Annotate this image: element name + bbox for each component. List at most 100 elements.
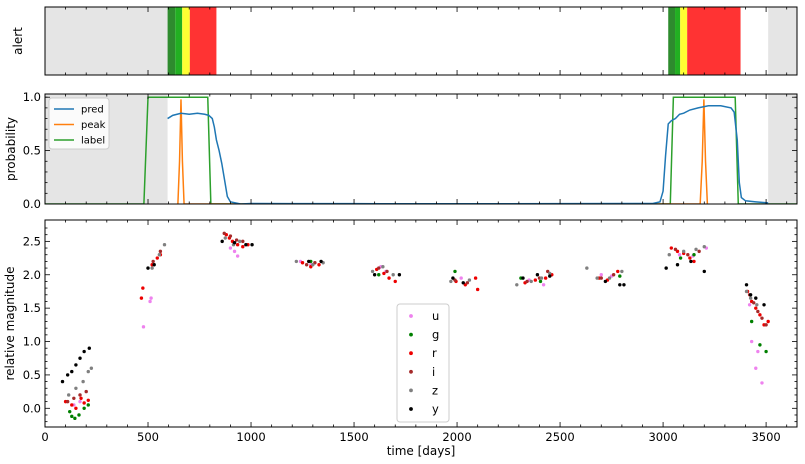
- data-point-i: [465, 281, 470, 285]
- data-point-y: [74, 363, 78, 367]
- axes-frame: [44, 93, 798, 205]
- data-point-g: [764, 349, 768, 354]
- data-point-y: [535, 273, 540, 277]
- data-point-i: [72, 396, 76, 400]
- alert-segment: [675, 7, 681, 75]
- data-point-z: [74, 386, 78, 390]
- x-tick-label: 2500: [545, 430, 574, 444]
- data-point-r: [688, 256, 692, 260]
- data-point-g: [70, 414, 74, 419]
- data-point-i: [78, 393, 82, 397]
- data-point-y: [397, 273, 402, 277]
- y-tick-label: 0.0: [23, 197, 41, 211]
- data-point-u: [747, 303, 752, 307]
- data-point-i: [697, 249, 701, 254]
- data-point-y: [146, 266, 150, 270]
- data-point-u: [756, 349, 760, 354]
- data-point-y: [220, 239, 224, 244]
- data-point-i: [525, 279, 529, 284]
- data-point-z: [515, 283, 519, 287]
- data-point-i: [234, 238, 239, 242]
- data-point-z: [238, 239, 242, 244]
- masked-region: [768, 7, 797, 75]
- x-tick-label: 3000: [648, 430, 677, 444]
- data-point-r: [758, 313, 762, 317]
- alert-segment: [680, 7, 688, 75]
- data-point-g: [758, 343, 762, 347]
- data-point-r: [139, 296, 144, 300]
- data-point-z: [607, 276, 612, 280]
- masked-region: [45, 7, 168, 75]
- legend-label-y: y: [432, 402, 439, 416]
- data-point-g: [77, 413, 81, 417]
- x-tick-label: 3500: [751, 430, 780, 444]
- data-point-i: [241, 239, 245, 244]
- data-point-z: [89, 366, 94, 370]
- data-point-g: [377, 273, 381, 277]
- data-point-y: [87, 346, 92, 350]
- data-point-g: [692, 253, 696, 257]
- data-point-r: [692, 259, 696, 264]
- x-axis-title: time [days]: [387, 444, 456, 458]
- data-point-r: [235, 243, 240, 247]
- data-point-r: [475, 287, 480, 292]
- x-tick-label: 0: [41, 430, 48, 444]
- data-point-i: [760, 316, 764, 320]
- data-point-z: [702, 245, 706, 249]
- legend-label-peak: peak: [81, 120, 106, 131]
- data-point-r: [79, 396, 83, 400]
- data-point-y: [65, 373, 70, 377]
- data-point-z: [81, 379, 85, 384]
- legend-box: [48, 97, 110, 150]
- data-point-z: [748, 296, 753, 300]
- alert-panel: alert: [11, 6, 798, 76]
- data-point-g: [86, 403, 90, 407]
- data-point-y: [762, 303, 766, 307]
- data-point-u: [149, 296, 153, 300]
- data-point-y: [521, 276, 525, 280]
- axes-frame: [44, 219, 798, 428]
- data-point-z: [66, 393, 71, 397]
- data-point-i: [599, 276, 603, 280]
- data-point-y: [744, 283, 749, 287]
- data-point-u: [148, 299, 152, 304]
- data-point-r: [70, 403, 74, 407]
- data-point-i: [158, 249, 163, 254]
- alert-segment: [182, 7, 190, 75]
- data-point-u: [235, 254, 240, 258]
- data-point-y: [461, 281, 465, 285]
- data-point-u: [749, 339, 754, 344]
- data-point-y: [689, 259, 693, 264]
- data-point-z: [595, 276, 599, 280]
- data-point-g: [82, 406, 86, 410]
- data-point-z: [381, 265, 385, 269]
- data-point-i: [84, 389, 88, 394]
- data-point-z: [467, 278, 472, 282]
- legend-label-z: z: [432, 383, 438, 397]
- data-point-i: [686, 253, 690, 257]
- data-point-z: [744, 289, 749, 294]
- axes-frame: [44, 6, 798, 76]
- data-point-z: [223, 236, 227, 240]
- data-point-u: [760, 381, 764, 385]
- data-point-i: [304, 263, 309, 267]
- data-point-y: [232, 241, 237, 245]
- data-point-y: [372, 273, 377, 277]
- alert-segment: [175, 7, 183, 75]
- legend-label-g: g: [432, 328, 439, 342]
- data-point-u: [677, 253, 682, 257]
- legend-box: [396, 303, 450, 423]
- probability-panel: 0.0 0.5 1.0 probability pred peak label: [4, 90, 798, 211]
- data-point-y: [622, 283, 626, 287]
- x-tick-label: 1000: [236, 430, 265, 444]
- data-point-z: [529, 279, 533, 284]
- data-point-g: [678, 256, 683, 260]
- data-point-y: [675, 263, 680, 267]
- legend-marker-z: [409, 388, 413, 393]
- data-point-i: [222, 231, 226, 236]
- data-point-z: [620, 269, 624, 274]
- y-axis-title: probability: [4, 117, 18, 181]
- data-point-g: [68, 409, 72, 414]
- data-point-z: [150, 266, 154, 270]
